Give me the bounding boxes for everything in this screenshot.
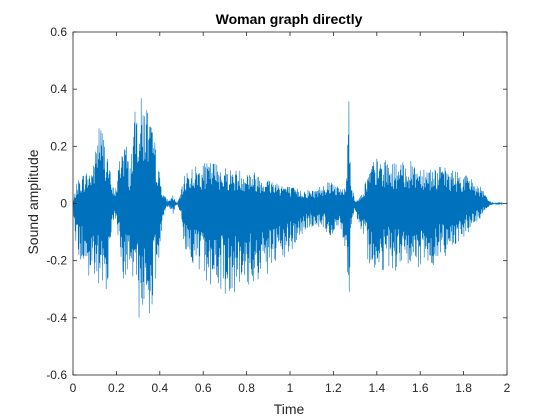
chart-title: Woman graph directly	[216, 11, 363, 27]
x-tick-label: 1	[287, 381, 294, 395]
y-tick-label: 0.2	[50, 139, 67, 153]
x-tick-label: 1.6	[412, 381, 429, 395]
x-tick-label: 0.8	[238, 381, 255, 395]
waveform-line	[72, 98, 503, 318]
x-tick-label: 2	[504, 381, 511, 395]
y-tick-label: 0.6	[50, 25, 67, 39]
y-tick-label: 0	[60, 197, 67, 211]
x-tick-label: 1.4	[368, 381, 385, 395]
y-axis-ticks: -0.6 -0.4 -0.2 0 0.2 0.4 0.6	[46, 25, 507, 382]
waveform-series	[72, 98, 503, 318]
y-tick-label: 0.4	[50, 82, 67, 96]
y-tick-label: -0.4	[46, 311, 67, 325]
x-tick-label: 0.6	[195, 381, 212, 395]
x-tick-label: 0.4	[151, 381, 168, 395]
x-axis-ticks: 0 0.2 0.4 0.6 0.8 1 1.2 1.4 1.6 1.8 2	[70, 32, 511, 395]
y-tick-label: -0.6	[46, 368, 67, 382]
x-tick-label: 1.8	[455, 381, 472, 395]
y-tick-label: -0.2	[46, 254, 67, 268]
x-axis-label: Time	[274, 401, 305, 417]
y-axis-label: Sound amplitude	[25, 149, 41, 254]
x-tick-label: 0.2	[108, 381, 125, 395]
x-tick-label: 0	[70, 381, 77, 395]
x-tick-label: 1.2	[325, 381, 342, 395]
